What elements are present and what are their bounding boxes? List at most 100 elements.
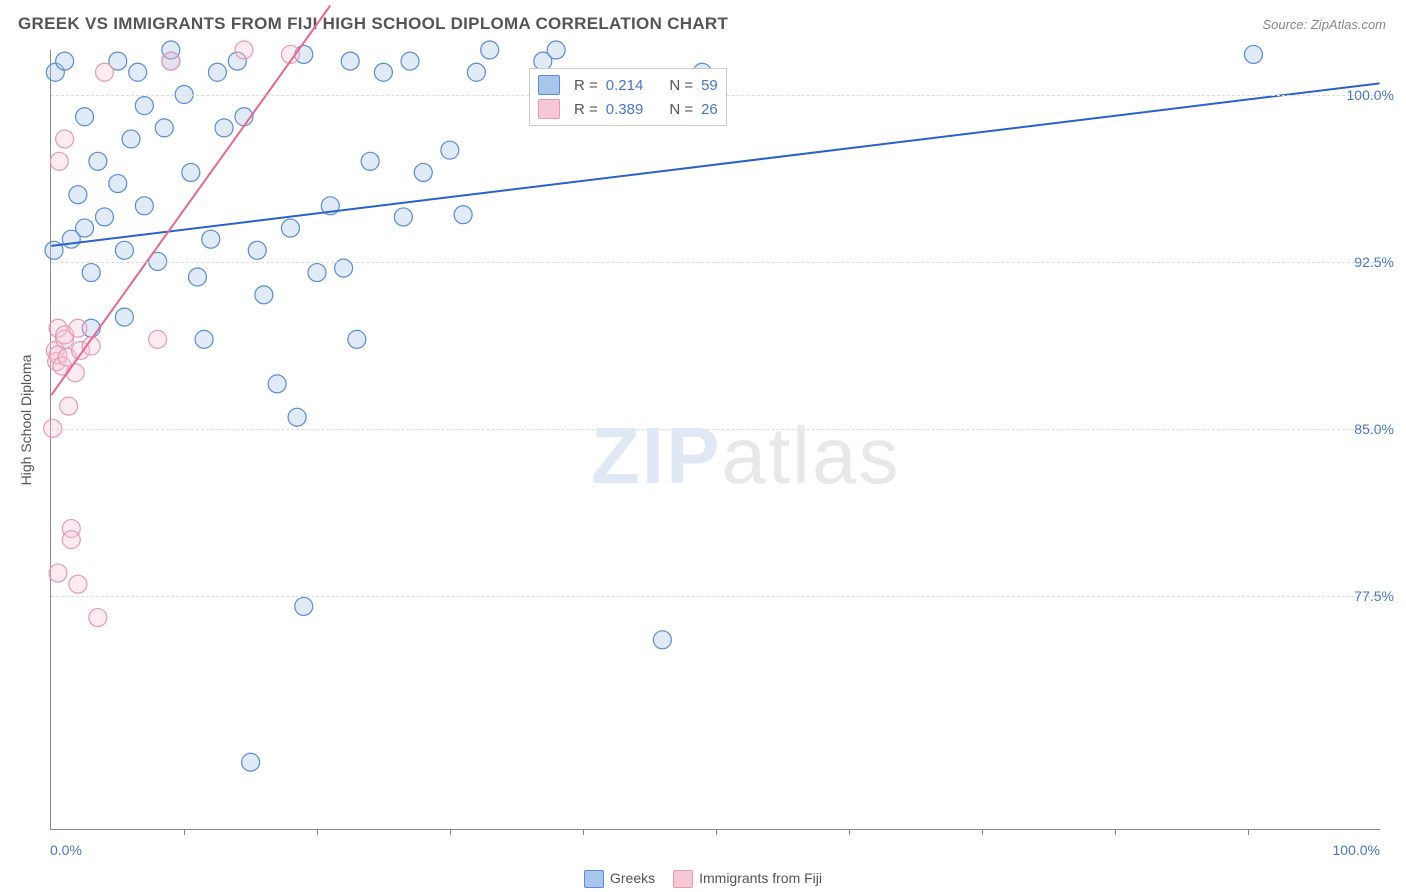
scatter-point bbox=[235, 41, 253, 59]
x-axis-max-label: 100.0% bbox=[1333, 842, 1380, 858]
scatter-point bbox=[281, 219, 299, 237]
scatter-point bbox=[454, 206, 472, 224]
legend-n-value: 26 bbox=[701, 101, 718, 118]
correlation-legend-row: R = 0.214 N = 59 bbox=[538, 73, 718, 97]
y-tick-label: 100.0% bbox=[1347, 87, 1394, 103]
bottom-legend: Greeks Immigrants from Fiji bbox=[584, 870, 822, 888]
scatter-point bbox=[69, 575, 87, 593]
scatter-point bbox=[66, 364, 84, 382]
legend-series-label: Greeks bbox=[610, 870, 655, 886]
scatter-point bbox=[69, 186, 87, 204]
bottom-legend-item: Immigrants from Fiji bbox=[673, 870, 822, 888]
scatter-point bbox=[62, 531, 80, 549]
scatter-point bbox=[268, 375, 286, 393]
x-tick bbox=[583, 829, 584, 835]
scatter-point bbox=[374, 63, 392, 81]
trend-line bbox=[51, 5, 330, 394]
x-tick bbox=[1248, 829, 1249, 835]
gridline bbox=[51, 262, 1380, 263]
scatter-point bbox=[149, 330, 167, 348]
x-tick bbox=[450, 829, 451, 835]
scatter-point bbox=[109, 175, 127, 193]
gridline bbox=[51, 596, 1380, 597]
scatter-point bbox=[155, 119, 173, 137]
legend-swatch bbox=[584, 870, 604, 888]
scatter-point bbox=[76, 108, 94, 126]
chart-title: GREEK VS IMMIGRANTS FROM FIJI HIGH SCHOO… bbox=[18, 14, 728, 34]
scatter-point bbox=[56, 130, 74, 148]
y-tick-label: 92.5% bbox=[1354, 254, 1394, 270]
scatter-point bbox=[56, 52, 74, 70]
scatter-point bbox=[295, 597, 313, 615]
scatter-point bbox=[195, 330, 213, 348]
x-tick bbox=[317, 829, 318, 835]
scatter-point bbox=[394, 208, 412, 226]
y-axis-label: High School Diploma bbox=[18, 355, 34, 486]
plot-area: ZIPatlasR =0.214N =59R =0.389N =26 bbox=[50, 50, 1380, 830]
scatter-svg bbox=[51, 50, 1380, 829]
scatter-point bbox=[341, 52, 359, 70]
scatter-point bbox=[401, 52, 419, 70]
chart-header: GREEK VS IMMIGRANTS FROM FIJI HIGH SCHOO… bbox=[18, 14, 1386, 34]
scatter-point bbox=[255, 286, 273, 304]
legend-swatch bbox=[538, 75, 560, 95]
scatter-point bbox=[188, 268, 206, 286]
scatter-point bbox=[82, 264, 100, 282]
x-tick bbox=[982, 829, 983, 835]
x-tick bbox=[184, 829, 185, 835]
scatter-point bbox=[135, 197, 153, 215]
legend-r-value: 0.214 bbox=[606, 77, 644, 94]
scatter-point bbox=[467, 63, 485, 81]
scatter-point bbox=[308, 264, 326, 282]
y-tick-label: 77.5% bbox=[1354, 588, 1394, 604]
legend-n-value: 59 bbox=[701, 77, 718, 94]
scatter-point bbox=[135, 97, 153, 115]
x-tick bbox=[1115, 829, 1116, 835]
correlation-legend: R = 0.214 N = 59 R = 0.389 N = 26 bbox=[529, 68, 727, 126]
scatter-point bbox=[182, 163, 200, 181]
scatter-point bbox=[414, 163, 432, 181]
scatter-point bbox=[76, 219, 94, 237]
legend-n-label: N = bbox=[669, 101, 693, 118]
legend-n-label: N = bbox=[669, 77, 693, 94]
legend-r-label: R = bbox=[574, 77, 598, 94]
scatter-point bbox=[242, 753, 260, 771]
legend-r-label: R = bbox=[574, 101, 598, 118]
scatter-point bbox=[95, 208, 113, 226]
scatter-point bbox=[115, 308, 133, 326]
x-tick bbox=[716, 829, 717, 835]
scatter-point bbox=[441, 141, 459, 159]
scatter-point bbox=[122, 130, 140, 148]
bottom-legend-item: Greeks bbox=[584, 870, 655, 888]
scatter-point bbox=[89, 152, 107, 170]
scatter-point bbox=[49, 564, 67, 582]
scatter-point bbox=[115, 241, 133, 259]
legend-series-label: Immigrants from Fiji bbox=[699, 870, 822, 886]
scatter-point bbox=[348, 330, 366, 348]
scatter-point bbox=[129, 63, 147, 81]
scatter-point bbox=[547, 41, 565, 59]
x-tick bbox=[849, 829, 850, 835]
correlation-legend-row: R = 0.389 N = 26 bbox=[538, 97, 718, 121]
legend-swatch bbox=[673, 870, 693, 888]
x-axis-min-label: 0.0% bbox=[50, 842, 82, 858]
scatter-point bbox=[215, 119, 233, 137]
chart-source: Source: ZipAtlas.com bbox=[1262, 17, 1386, 32]
scatter-point bbox=[653, 631, 671, 649]
scatter-point bbox=[162, 52, 180, 70]
scatter-point bbox=[69, 319, 87, 337]
scatter-point bbox=[481, 41, 499, 59]
scatter-point bbox=[1244, 45, 1262, 63]
gridline bbox=[51, 429, 1380, 430]
scatter-point bbox=[361, 152, 379, 170]
scatter-point bbox=[248, 241, 266, 259]
legend-r-value: 0.389 bbox=[606, 101, 644, 118]
scatter-point bbox=[50, 152, 68, 170]
legend-swatch bbox=[538, 99, 560, 119]
y-tick-label: 85.0% bbox=[1354, 421, 1394, 437]
scatter-point bbox=[208, 63, 226, 81]
scatter-point bbox=[89, 609, 107, 627]
scatter-point bbox=[60, 397, 78, 415]
scatter-point bbox=[95, 63, 113, 81]
scatter-point bbox=[202, 230, 220, 248]
